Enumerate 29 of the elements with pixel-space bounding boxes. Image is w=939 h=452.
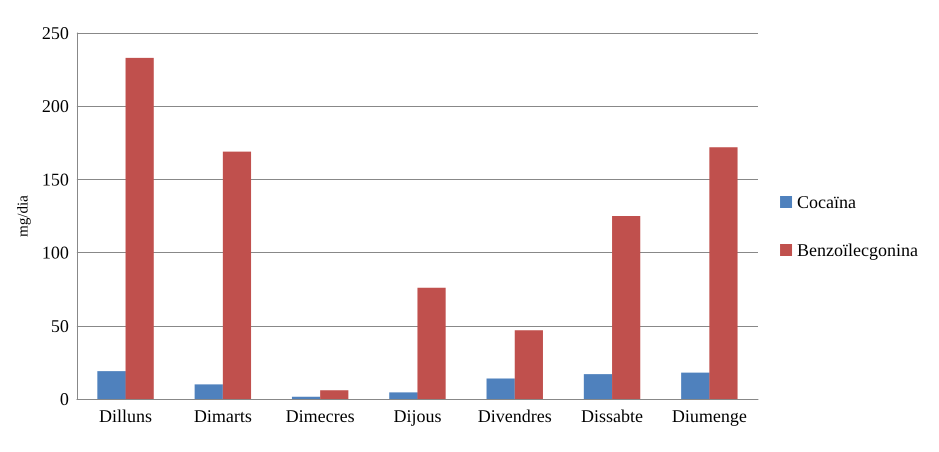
y-tick-label: 0 <box>60 389 69 409</box>
bar <box>486 378 515 399</box>
bar <box>320 390 348 399</box>
x-tick-label: Dimarts <box>194 406 252 426</box>
bar <box>417 288 446 399</box>
bar <box>97 371 126 399</box>
legend-label: Cocaïna <box>797 192 856 212</box>
y-tick-label: 100 <box>42 242 69 263</box>
x-tick-label: Divendres <box>478 406 552 426</box>
bar <box>709 147 738 399</box>
x-tick-label: Dilluns <box>99 406 152 426</box>
y-tick-label: 250 <box>42 23 69 43</box>
bar <box>126 58 154 399</box>
bar <box>584 374 612 399</box>
y-axis-title: mg/dia <box>16 194 32 237</box>
bar <box>514 330 543 399</box>
x-tick-label: Dijous <box>393 406 442 426</box>
y-tick-label: 50 <box>50 316 69 336</box>
y-tick-label: 200 <box>42 96 69 116</box>
bar <box>389 392 418 399</box>
y-tick-label: 150 <box>42 169 69 190</box>
bar <box>681 372 710 399</box>
x-tick-label: Diumenge <box>672 406 747 426</box>
x-tick-label: Dissabte <box>581 406 644 426</box>
bar <box>194 384 223 399</box>
x-tick-label: Dimecres <box>286 406 355 426</box>
legend-label: Benzoïlecgonina <box>797 240 918 260</box>
bar <box>612 216 640 399</box>
bar <box>222 152 252 399</box>
